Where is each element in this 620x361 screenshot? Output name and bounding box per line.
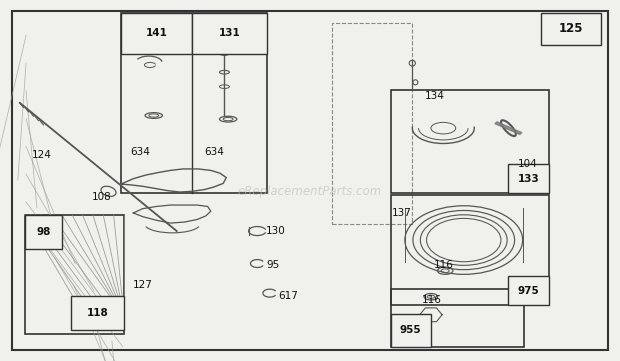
Text: 617: 617 <box>278 291 298 301</box>
Text: 975: 975 <box>518 286 539 296</box>
Text: 98: 98 <box>36 227 51 237</box>
Text: 134: 134 <box>425 91 445 101</box>
Text: 955: 955 <box>400 325 422 335</box>
FancyArrow shape <box>495 122 522 134</box>
Text: 118: 118 <box>87 308 108 318</box>
Bar <box>391 314 431 347</box>
Bar <box>25 215 62 249</box>
Bar <box>391 90 549 193</box>
Text: eReplacementParts.com: eReplacementParts.com <box>238 185 382 198</box>
Text: 127: 127 <box>133 280 153 290</box>
Text: 634: 634 <box>205 147 224 157</box>
Bar <box>25 215 124 334</box>
Text: 108: 108 <box>92 192 112 202</box>
Bar <box>121 13 267 193</box>
Text: 116: 116 <box>422 295 441 305</box>
Bar <box>541 13 601 45</box>
Bar <box>192 13 267 54</box>
Text: 133: 133 <box>518 174 539 184</box>
Bar <box>121 13 192 54</box>
Bar <box>332 23 412 224</box>
Text: 634: 634 <box>130 147 150 157</box>
Text: 104: 104 <box>518 159 538 169</box>
Text: 141: 141 <box>146 29 167 38</box>
Bar <box>508 164 549 193</box>
Text: 116: 116 <box>434 260 454 270</box>
Text: 137: 137 <box>392 208 412 218</box>
Bar <box>71 296 124 330</box>
Text: 130: 130 <box>265 226 285 236</box>
Bar <box>391 289 524 347</box>
Text: 125: 125 <box>559 22 583 35</box>
Text: 131: 131 <box>218 29 241 38</box>
Text: 124: 124 <box>32 150 52 160</box>
Text: 95: 95 <box>267 260 280 270</box>
Bar <box>391 195 549 305</box>
Bar <box>508 276 549 305</box>
